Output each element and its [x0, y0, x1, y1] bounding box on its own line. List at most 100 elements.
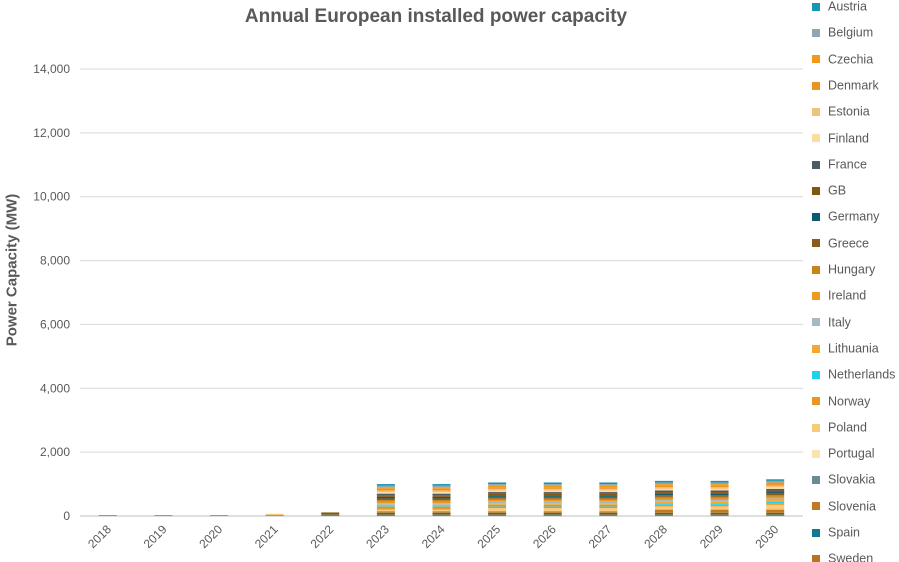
legend-item-netherlands: Netherlands	[812, 367, 895, 382]
bar-segment-norway	[599, 506, 618, 509]
legend-swatch	[812, 397, 820, 406]
y-tick-label: 8,000	[40, 254, 70, 268]
legend-swatch	[812, 292, 820, 300]
bar-segment-gb	[432, 495, 451, 497]
legend-swatch	[812, 318, 820, 327]
bar-segment-denmark	[654, 485, 673, 488]
bar-segment-italy	[376, 503, 395, 505]
x-tick-label: 2018	[85, 522, 114, 551]
x-tick-label: 2024	[419, 522, 448, 551]
legend-swatch	[812, 55, 820, 64]
chart-title: Annual European installed power capacity	[244, 6, 628, 27]
bar-segment-netherlands	[710, 503, 729, 505]
legend: Austria Belgium Czechia Denmark Estonia Finla…	[812, 0, 899, 562]
bar-segment-gb	[766, 490, 785, 493]
legend-item-portugal: Portugal	[812, 446, 875, 461]
bar-segment-finland	[432, 492, 451, 494]
legend-label: Greece	[828, 236, 869, 251]
bar-segment-sweden	[654, 514, 673, 516]
y-tick-label: 14,000	[33, 62, 70, 76]
bar-segment-denmark	[488, 487, 507, 489]
bar-segment-hungary	[766, 495, 785, 497]
bar-segment-lithuania	[432, 504, 451, 507]
bar-segment-poland	[432, 509, 451, 512]
bar-segment-spain	[710, 512, 729, 515]
legend-label: Estonia	[828, 104, 870, 119]
bar-segment-finland	[766, 487, 785, 489]
bar-segment-belgium	[599, 484, 618, 486]
bar-segment-greece	[766, 493, 785, 496]
bar-segment-slovenia	[599, 511, 618, 513]
bar-segment-italy	[432, 503, 451, 505]
bar-segment-spain	[265, 515, 284, 516]
legend-swatch	[812, 555, 820, 562]
bar-segment-ireland	[599, 500, 618, 502]
bar-segment-lithuania	[488, 503, 507, 505]
bar-segment-austria	[432, 484, 451, 486]
legend-label: Austria	[828, 0, 867, 14]
bar-segment-germany	[488, 495, 507, 497]
bar-segment-sweden	[543, 514, 562, 516]
bar-segment-france	[432, 493, 451, 496]
legend-label: Italy	[828, 315, 851, 330]
bar-segment-hungary	[654, 496, 673, 499]
bar-segment-finland	[654, 488, 673, 491]
bar-segment-spain	[376, 512, 395, 515]
legend-label: GB	[828, 183, 847, 198]
bar-segment-denmark	[543, 487, 562, 489]
bar-segment-greece	[376, 498, 395, 501]
bar-segment-poland	[654, 506, 673, 510]
legend-swatch	[812, 265, 820, 274]
bar-segment-belgium	[432, 485, 451, 488]
bar-segment-gb	[488, 493, 507, 496]
x-tick-label: 2030	[753, 522, 782, 551]
x-tick-labels: 2018 2019 2020 2021 2022 2023 2024 2025 2026 2027…	[85, 522, 781, 551]
bar-segment-slovenia	[654, 509, 673, 513]
bars	[98, 479, 785, 516]
bar-segment-spain	[766, 512, 785, 515]
bar-segment-denmark	[599, 487, 618, 489]
bar-segment-hungary	[432, 500, 451, 502]
bar-segment-poland	[376, 509, 395, 512]
bar-segment-lithuania	[376, 504, 395, 507]
bar-segment-spain	[210, 515, 229, 516]
bar-segment-france	[488, 492, 507, 494]
bar-segment-italy	[488, 501, 507, 504]
y-tick-label: 2,000	[40, 445, 70, 459]
y-tick-label: 4,000	[40, 381, 70, 395]
bar-segment-finland	[710, 488, 729, 491]
bar-segment-norway	[488, 506, 507, 509]
bar-segment-sweden	[766, 514, 785, 516]
bar-segment-estonia	[488, 488, 507, 491]
bar-segment-netherlands	[654, 503, 673, 505]
legend-item-belgium: Belgium	[812, 25, 873, 40]
bar-segment-belgium	[766, 480, 785, 483]
x-tick-label: 2026	[530, 522, 559, 551]
bar-segment-belgium	[376, 485, 395, 488]
bar-segment-sweden	[432, 514, 451, 516]
legend-swatch	[812, 160, 820, 169]
bar-segment-estonia	[710, 487, 729, 489]
x-tick-label: 2020	[196, 522, 225, 551]
legend-label: Sweden	[828, 552, 874, 562]
bar-segment-czechia	[432, 487, 451, 489]
bar-segment-netherlands	[432, 506, 451, 509]
legend-item-finland: Finland	[812, 131, 869, 145]
bar-segment-lithuania	[654, 501, 673, 504]
bar-segment-lithuania	[599, 503, 618, 505]
bar-segment-denmark	[432, 488, 451, 491]
bar-segment-italy	[543, 501, 562, 504]
bar-segment-spain	[432, 512, 451, 515]
legend-label: Germany	[828, 210, 880, 225]
legend-swatch	[812, 449, 820, 458]
bar-segment-ireland	[543, 500, 562, 502]
bar-segment-lithuania	[710, 501, 729, 504]
legend-item-ireland: Ireland	[812, 288, 866, 303]
bar-segment-sweden	[488, 514, 507, 516]
bar-segment-france	[654, 490, 673, 493]
legend-item-spain: Spain	[812, 525, 860, 540]
bar-segment-hungary	[599, 498, 618, 501]
bar-segment-belgium	[710, 482, 729, 485]
x-tick-label: 2021	[252, 522, 281, 551]
bar-segment-ireland	[654, 498, 673, 501]
